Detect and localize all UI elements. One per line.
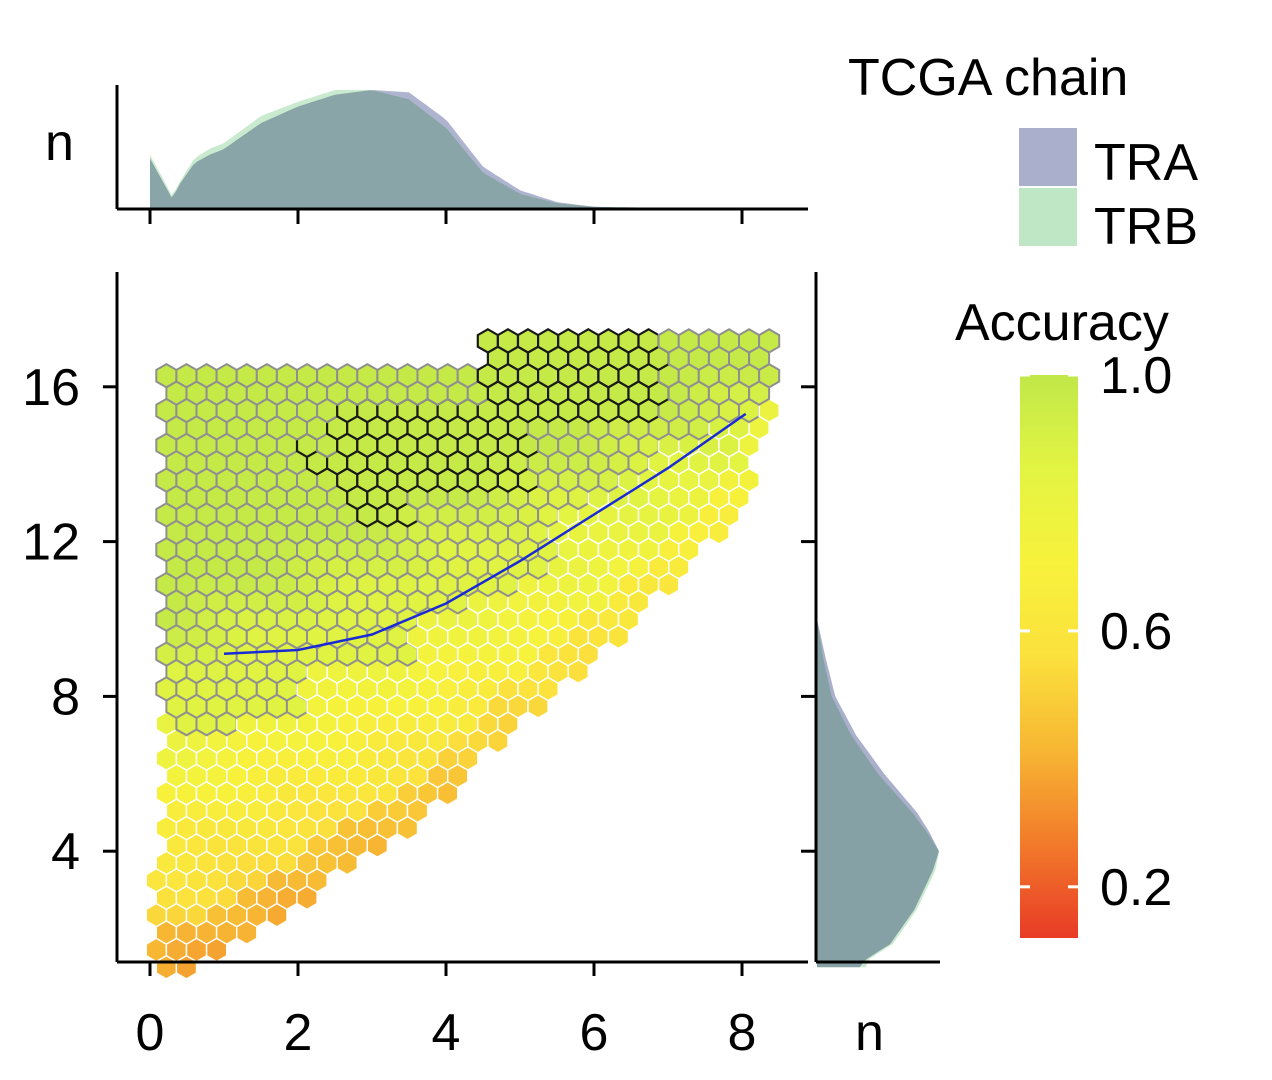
hex-bin — [255, 362, 278, 389]
hex-bin — [356, 362, 379, 389]
hex-bin — [195, 362, 218, 389]
y-tick-label: 16 — [22, 359, 80, 417]
hex-bin — [215, 362, 238, 389]
hex-bin — [637, 328, 660, 354]
hex-bin — [516, 328, 540, 354]
hex-bin — [496, 328, 520, 354]
hex-bin — [416, 362, 439, 389]
top-density-trb — [150, 90, 668, 208]
hex-bin — [296, 362, 319, 389]
hex-bin — [436, 362, 459, 389]
colorbar-tick-label: 0.2 — [1100, 859, 1172, 917]
x-axis-ticks: 0 2 4 6 8 — [136, 962, 757, 1062]
colorbar-tick-label: 1.0 — [1100, 347, 1172, 405]
hex-bin — [738, 328, 761, 354]
top-marginal-label: n — [45, 114, 74, 172]
right-marginal-label: n — [855, 1004, 884, 1062]
legend-label-trb: TRB — [1094, 198, 1198, 256]
hex-bin — [717, 328, 740, 354]
x-tick-label: 4 — [432, 1004, 461, 1062]
hex-bin — [758, 328, 781, 354]
fit-line — [223, 412, 747, 656]
hex-bin — [336, 362, 359, 389]
legend-chain: TCGA chain TRA TRB — [848, 49, 1198, 256]
legend-chain-title: TCGA chain — [848, 49, 1128, 107]
hex-bin — [657, 328, 680, 354]
hex-bin — [597, 328, 620, 354]
legend-label-tra: TRA — [1094, 134, 1198, 192]
y-tick-label: 4 — [51, 823, 80, 881]
x-tick-label: 8 — [728, 1004, 757, 1062]
hex-bin — [677, 328, 700, 354]
right-marginal-ticks — [801, 385, 816, 853]
accuracy-colorbar-ticks: 1.0 0.6 0.2 — [1020, 347, 1172, 917]
legend-accuracy: Accuracy 1.0 0.6 0.2 — [955, 294, 1172, 938]
y-tick-label: 8 — [51, 668, 80, 726]
accuracy-colorbar — [1020, 375, 1078, 938]
hex-bin — [316, 362, 339, 389]
hex-bin — [275, 362, 298, 389]
hex-bin — [577, 328, 600, 354]
hex-bin — [557, 328, 580, 354]
hex-bin — [476, 328, 499, 354]
x-tick-label: 6 — [580, 1004, 609, 1062]
hexbin-layer — [145, 328, 781, 980]
x-tick-label: 0 — [136, 1004, 165, 1062]
hex-bin — [155, 362, 178, 389]
top-marginal: n — [45, 85, 808, 224]
top-marginal-ticks — [148, 209, 744, 224]
hex-bin — [235, 362, 258, 389]
right-marginal: n — [801, 272, 940, 1062]
y-axis-ticks: 4 8 12 16 — [22, 359, 117, 881]
main-panel: 0 2 4 6 8 4 8 12 16 — [22, 272, 808, 1062]
y-tick-label: 12 — [22, 514, 80, 572]
legend-accuracy-title: Accuracy — [955, 294, 1169, 352]
legend-swatch-trb — [1019, 188, 1077, 246]
colorbar-tick-label: 0.6 — [1100, 603, 1172, 661]
hex-bin — [376, 362, 399, 389]
hex-bin — [536, 328, 560, 354]
hex-bin — [396, 362, 419, 389]
legend-swatch-tra — [1019, 128, 1077, 186]
hex-bin — [175, 362, 198, 389]
hex-bin — [617, 328, 640, 354]
hex-bin — [456, 362, 479, 389]
x-tick-label: 2 — [284, 1004, 313, 1062]
right-density-trb — [817, 619, 939, 968]
hex-bin — [697, 328, 720, 354]
